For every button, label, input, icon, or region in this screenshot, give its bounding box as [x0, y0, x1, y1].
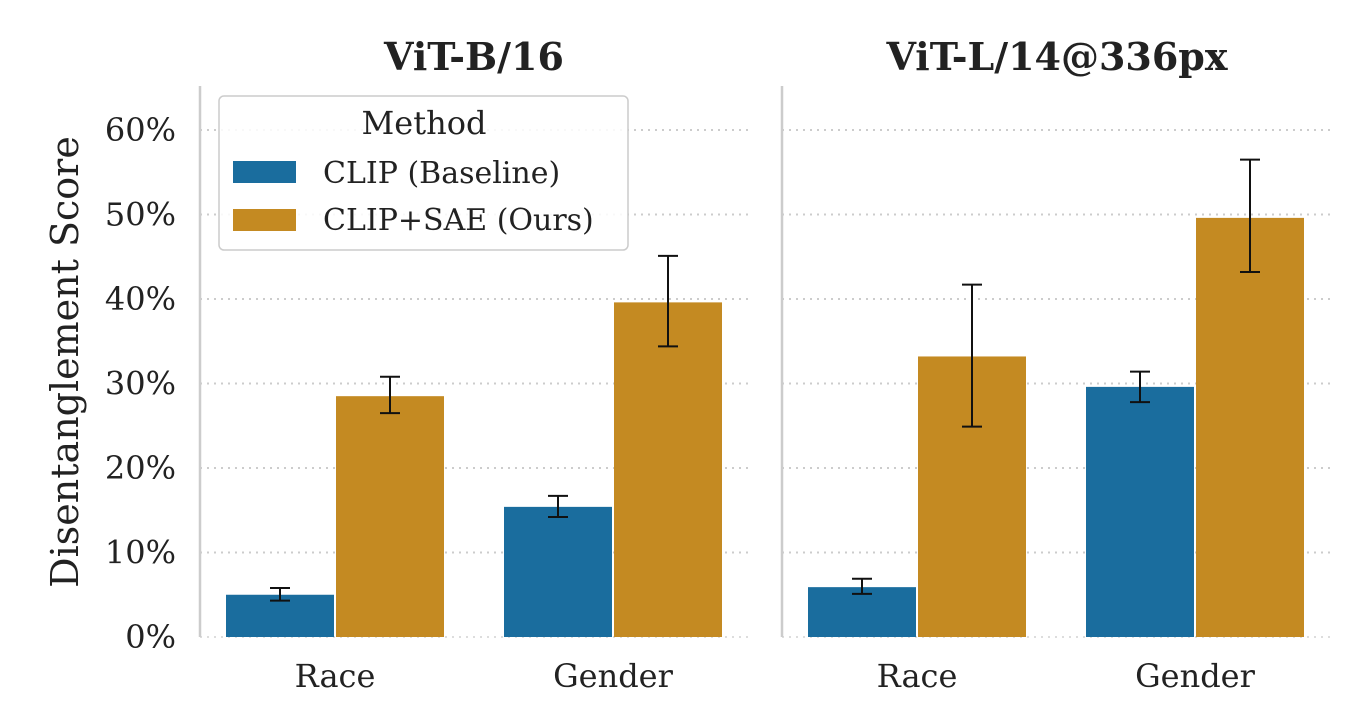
legend-swatch-baseline	[233, 161, 296, 183]
legend-label-ours: CLIP+SAE (Ours)	[323, 203, 594, 238]
bar	[226, 594, 334, 637]
y-tick-label: 40%	[105, 280, 176, 318]
legend-title: Method	[362, 104, 487, 142]
bar	[808, 587, 916, 637]
bar	[504, 506, 612, 637]
x-tick-label: Gender	[553, 657, 674, 695]
y-axis-label: Disentanglement Score	[43, 136, 87, 588]
y-tick-label: 20%	[105, 449, 176, 487]
legend-frame	[218, 95, 629, 251]
bar	[336, 396, 444, 637]
y-tick-label: 50%	[105, 196, 176, 234]
y-tick-labels: 0% 10% 20% 30% 40% 50% 60%	[105, 111, 176, 656]
x-tick-label: Race	[295, 657, 376, 695]
panel-title-right: ViT-L/14@336px	[885, 34, 1227, 79]
panel-vit-l14: ViT-L/14@336px Race Gender	[780, 34, 1334, 695]
panel-vit-b16: ViT-B/16 Race Gender	[198, 34, 752, 695]
x-tick-label: Race	[877, 657, 958, 695]
y-tick-label: 10%	[105, 534, 176, 572]
panel-title-left: ViT-B/16	[383, 34, 564, 79]
legend: Method CLIP (Baseline) CLIP+SAE (Ours)	[218, 95, 629, 251]
bar	[1086, 386, 1194, 637]
y-tick-label: 30%	[105, 365, 176, 403]
y-tick-label: 60%	[105, 111, 176, 149]
bar	[1196, 217, 1304, 637]
y-tick-label: 0%	[125, 618, 176, 656]
x-tick-label: Gender	[1135, 657, 1256, 695]
bar	[614, 302, 722, 637]
legend-swatch-ours	[233, 209, 296, 231]
legend-label-baseline: CLIP (Baseline)	[323, 156, 560, 191]
